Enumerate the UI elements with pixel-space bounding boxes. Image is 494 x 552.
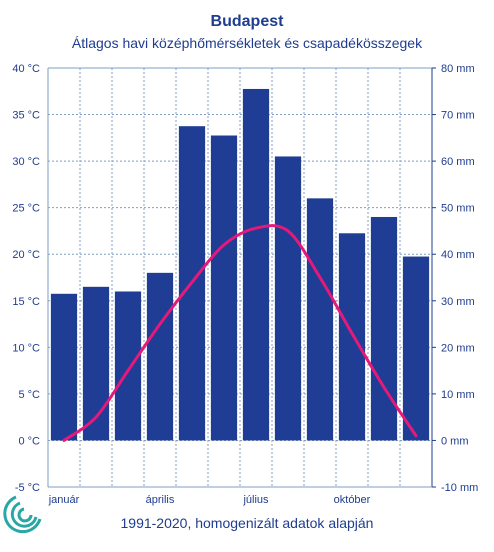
precipitation-bar	[306, 198, 334, 441]
y-right-tick-label: 60 mm	[441, 156, 475, 168]
y-right-tick-label: 0 mm	[441, 435, 469, 447]
y-right-tick-label: 30 mm	[441, 296, 475, 308]
y-left-tick-label: 25 °C	[12, 203, 40, 215]
x-tick-label: április	[146, 494, 175, 506]
x-tick-label: október	[334, 494, 371, 506]
y-right-tick-label: 40 mm	[441, 249, 475, 261]
precipitation-bar	[370, 216, 398, 441]
chart-footnote: 1991-2020, homogenizált adatok alapján	[121, 515, 374, 531]
precipitation-bar	[146, 272, 174, 441]
y-left-tick-label: 40 °C	[12, 63, 40, 75]
y-right-tick-label: 10 mm	[441, 389, 475, 401]
chart-subtitle: Átlagos havi középhőmérsékletek és csapa…	[72, 35, 423, 51]
precipitation-bar	[82, 286, 110, 441]
y-right-tick-label: 20 mm	[441, 342, 475, 354]
precipitation-bar	[338, 233, 366, 441]
y-right-tick-label: -10 mm	[441, 482, 478, 494]
y-right-tick-label: 70 mm	[441, 110, 475, 122]
y-right-tick-label: 50 mm	[441, 203, 475, 215]
precipitation-bar	[114, 291, 142, 441]
y-left-tick-label: -5 °C	[15, 482, 40, 494]
y-left-tick-label: 30 °C	[12, 156, 40, 168]
precipitation-bar	[50, 293, 78, 441]
logo-icon	[3, 495, 42, 534]
temperature-line-group	[62, 224, 418, 442]
chart-title: Budapest	[211, 13, 285, 30]
precipitation-bars	[50, 88, 430, 441]
precipitation-bar	[210, 135, 238, 441]
y-left-tick-label: 5 °C	[18, 389, 40, 401]
y-left-tick-label: 10 °C	[12, 342, 40, 354]
x-tick-label: január	[48, 494, 80, 506]
precipitation-bar	[274, 156, 302, 441]
y-left-tick-label: 15 °C	[12, 296, 40, 308]
y-left-tick-label: 20 °C	[12, 249, 40, 261]
y-left-tick-label: 35 °C	[12, 110, 40, 122]
precipitation-bar	[402, 256, 430, 441]
y-left-tick-label: 0 °C	[18, 435, 40, 447]
y-right-tick-label: 80 mm	[441, 63, 475, 75]
axes: -5 °C 0 °C 5 °C 10 °C 15 °C 20 °C 25 °C 30 °C 35…	[12, 63, 478, 506]
x-tick-label: július	[242, 494, 269, 506]
temperature-line	[62, 224, 418, 442]
precipitation-bar	[242, 88, 270, 441]
